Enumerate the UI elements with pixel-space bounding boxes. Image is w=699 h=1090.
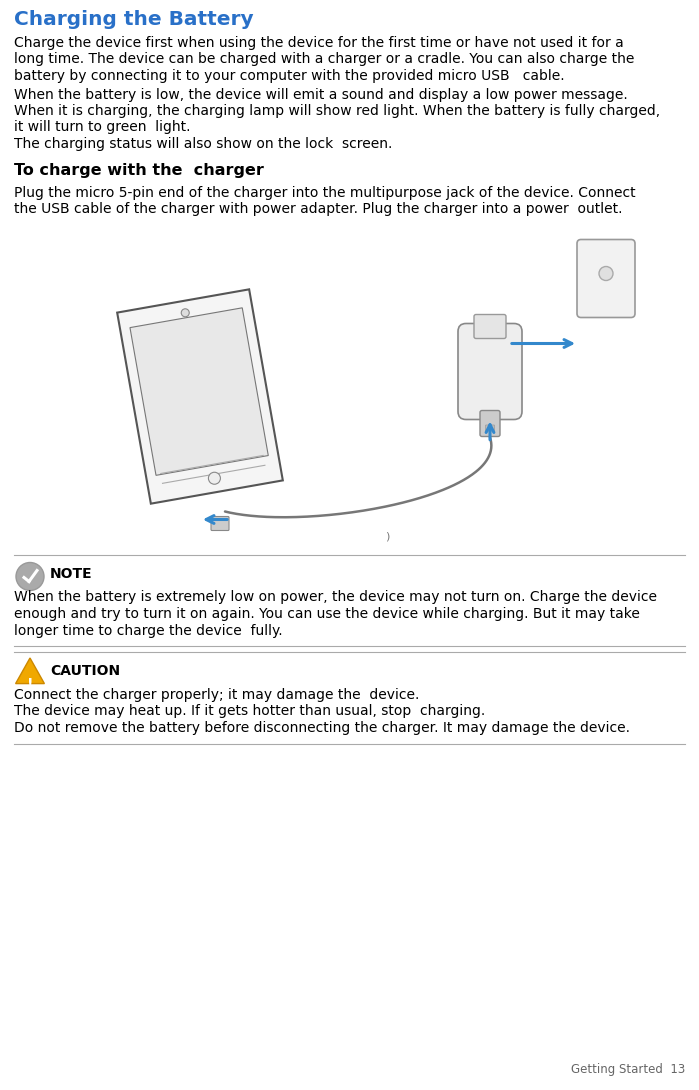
Text: To charge with the  charger: To charge with the charger bbox=[14, 164, 264, 179]
FancyBboxPatch shape bbox=[474, 315, 506, 339]
Text: enough and try to turn it on again. You can use the device while charging. But i: enough and try to turn it on again. You … bbox=[14, 607, 640, 621]
Text: When the battery is extremely low on power, the device may not turn on. Charge t: When the battery is extremely low on pow… bbox=[14, 591, 657, 605]
FancyBboxPatch shape bbox=[211, 517, 229, 531]
Polygon shape bbox=[15, 658, 45, 683]
Text: !: ! bbox=[27, 677, 34, 691]
Text: Plug the micro 5-pin end of the charger into the multipurpose jack of the device: Plug the micro 5-pin end of the charger … bbox=[14, 185, 635, 199]
Text: The charging status will also show on the lock  screen.: The charging status will also show on th… bbox=[14, 137, 392, 152]
Text: Connect the charger properly; it may damage the  device.: Connect the charger properly; it may dam… bbox=[14, 688, 419, 702]
Text: Do not remove the battery before disconnecting the charger. It may damage the de: Do not remove the battery before disconn… bbox=[14, 720, 630, 735]
Text: CAUTION: CAUTION bbox=[50, 664, 120, 678]
Circle shape bbox=[208, 472, 220, 484]
Polygon shape bbox=[130, 307, 268, 475]
FancyBboxPatch shape bbox=[458, 324, 522, 420]
Text: When it is charging, the charging lamp will show red light. When the battery is : When it is charging, the charging lamp w… bbox=[14, 104, 660, 118]
Text: it will turn to green  light.: it will turn to green light. bbox=[14, 121, 191, 134]
FancyBboxPatch shape bbox=[480, 411, 500, 436]
Text: NOTE: NOTE bbox=[50, 567, 93, 581]
Text: longer time to charge the device  fully.: longer time to charge the device fully. bbox=[14, 623, 282, 638]
Circle shape bbox=[599, 266, 613, 280]
Text: long time. The device can be charged with a charger or a cradle. You can also ch: long time. The device can be charged wit… bbox=[14, 52, 635, 66]
Text: Getting Started  13: Getting Started 13 bbox=[571, 1063, 685, 1076]
Text: battery by connecting it to your computer with the provided micro USB   cable.: battery by connecting it to your compute… bbox=[14, 69, 565, 83]
Circle shape bbox=[16, 562, 44, 591]
Text: the USB cable of the charger with power adapter. Plug the charger into a power  : the USB cable of the charger with power … bbox=[14, 202, 623, 216]
Circle shape bbox=[181, 308, 189, 317]
Text: The device may heat up. If it gets hotter than usual, stop  charging.: The device may heat up. If it gets hotte… bbox=[14, 704, 485, 718]
FancyBboxPatch shape bbox=[577, 240, 635, 317]
Text: Charging the Battery: Charging the Battery bbox=[14, 10, 254, 29]
Polygon shape bbox=[117, 289, 283, 504]
Text: Charge the device first when using the device for the first time or have not use: Charge the device first when using the d… bbox=[14, 36, 624, 50]
Text: When the battery is low, the device will emit a sound and display a low power me: When the battery is low, the device will… bbox=[14, 87, 628, 101]
Text: ): ) bbox=[385, 532, 389, 542]
FancyBboxPatch shape bbox=[486, 425, 494, 431]
